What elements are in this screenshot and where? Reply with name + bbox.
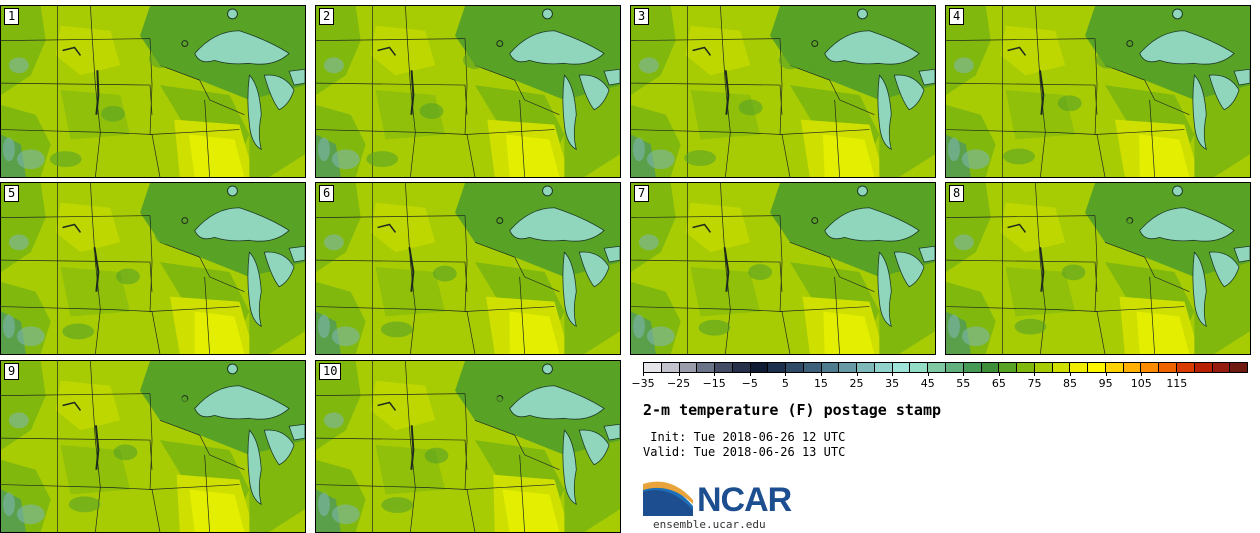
colorbar-tick-label: 55 xyxy=(956,377,971,390)
colorbar-tick-mark xyxy=(820,373,822,376)
member-number-label: 5 xyxy=(4,185,20,202)
colorbar-swatch xyxy=(1141,363,1160,372)
colorbar-tick-mark xyxy=(1141,373,1143,376)
member-number-label: 7 xyxy=(634,185,650,202)
website-label: ensemble.ucar.edu xyxy=(653,518,766,531)
colorbar-tick-mark xyxy=(1034,373,1036,376)
colorbar-swatch xyxy=(1176,363,1195,372)
ncar-logo-icon xyxy=(643,481,693,516)
postage-stamp-map: 8 xyxy=(945,182,1251,355)
colorbar-tick-mark xyxy=(892,373,894,376)
colorbar-tick-label: −5 xyxy=(741,377,758,390)
colorbar-tick-label: −15 xyxy=(702,377,726,390)
colorbar-swatch xyxy=(857,363,875,372)
colorbar-swatch xyxy=(1194,363,1213,372)
colorbar-tick-label: 35 xyxy=(885,377,900,390)
colorbar-swatch xyxy=(839,363,858,372)
colorbar-swatch xyxy=(679,363,698,372)
colorbar-swatch xyxy=(644,363,662,372)
colorbar-tick-mark xyxy=(856,373,858,376)
colorbar-swatch xyxy=(1159,363,1177,372)
member-number-label: 10 xyxy=(319,363,342,380)
colorbar-swatch xyxy=(1230,363,1248,372)
colorbar-swatch xyxy=(821,363,840,372)
postage-stamp-map: 3 xyxy=(630,5,936,178)
colorbar-swatch xyxy=(1017,363,1035,372)
colorbar-swatch xyxy=(1212,363,1231,372)
colorbar-swatch xyxy=(910,363,929,372)
ncar-logo-text: NCAR xyxy=(697,481,792,519)
colorbar-tick-label: 75 xyxy=(1027,377,1042,390)
colorbar-tick-label: 65 xyxy=(991,377,1006,390)
member-number-label: 1 xyxy=(4,8,20,25)
colorbar-swatch xyxy=(1105,363,1124,372)
postage-stamp-map: 9 xyxy=(0,360,306,533)
colorbar-swatch xyxy=(874,363,893,372)
colorbar-tick-label: 5 xyxy=(781,377,789,390)
colorbar-swatch xyxy=(963,363,982,372)
colorbar-tick-label: −25 xyxy=(666,377,691,390)
colorbar-tick-mark xyxy=(998,373,1000,376)
colorbar-tick-label: −35 xyxy=(631,377,655,390)
colorbar-swatch xyxy=(1088,363,1106,372)
colorbar-tick-label: 85 xyxy=(1063,377,1078,390)
member-number-label: 8 xyxy=(949,185,965,202)
colorbar-tick-label: 95 xyxy=(1098,377,1113,390)
colorbar-swatch xyxy=(999,363,1018,372)
colorbar-tick-mark xyxy=(963,373,965,376)
member-number-label: 6 xyxy=(319,185,335,202)
colorbar-swatch xyxy=(1123,363,1142,372)
postage-stamp-map: 7 xyxy=(630,182,936,355)
colorbar-swatch xyxy=(1034,363,1053,372)
member-number-label: 9 xyxy=(4,363,20,380)
colorbar-swatch xyxy=(715,363,733,372)
colorbar-tick-mark xyxy=(678,373,680,376)
postage-stamp-map: 1 xyxy=(0,5,306,178)
colorbar-tick-label: 45 xyxy=(920,377,935,390)
colorbar-tick-mark xyxy=(1105,373,1107,376)
postage-stamp-map: 5 xyxy=(0,182,306,355)
colorbar-swatches xyxy=(643,362,1248,373)
valid-time: Valid: Tue 2018-06-26 13 UTC xyxy=(643,445,846,459)
colorbar-swatch xyxy=(697,363,716,372)
colorbar-tick-mark xyxy=(714,373,716,376)
colorbar-swatch xyxy=(732,363,751,372)
colorbar-swatch xyxy=(892,363,911,372)
postage-stamp-map: 4 xyxy=(945,5,1251,178)
colorbar-swatch xyxy=(750,363,769,372)
colorbar-tick-label: 115 xyxy=(1166,377,1188,390)
colorbar-swatch xyxy=(1052,363,1071,372)
colorbar-swatch xyxy=(661,363,680,372)
colorbar-tick-label: 15 xyxy=(813,377,828,390)
colorbar-tick-label: 25 xyxy=(849,377,864,390)
colorbar-swatch xyxy=(1070,363,1089,372)
colorbar-swatch xyxy=(946,363,964,372)
colorbar-swatch xyxy=(768,363,787,372)
colorbar-tick-mark xyxy=(643,373,644,376)
colorbar-tick-mark xyxy=(1176,373,1178,376)
colorbar-tick-mark xyxy=(1070,373,1072,376)
colorbar-swatch xyxy=(981,363,1000,372)
postage-stamp-map: 6 xyxy=(315,182,621,355)
postage-stamp-map: 2 xyxy=(315,5,621,178)
colorbar-tick-mark xyxy=(749,373,751,376)
postage-stamp-map: 10 xyxy=(315,360,621,533)
colorbar-swatch xyxy=(786,363,804,372)
member-number-label: 2 xyxy=(319,8,335,25)
colorbar-tick-label: 105 xyxy=(1130,377,1152,390)
member-number-label: 4 xyxy=(949,8,965,25)
member-number-label: 3 xyxy=(634,8,650,25)
colorbar-tick-mark xyxy=(785,373,787,376)
temperature-colorbar: −35 −25 −15 −5 5 15 25 35 45 55 65 75 85 95 105 115 xyxy=(631,362,1248,390)
init-time: Init: Tue 2018-06-26 12 UTC xyxy=(643,430,846,444)
colorbar-swatch xyxy=(928,363,947,372)
figure-title: 2-m temperature (F) postage stamp xyxy=(643,401,942,419)
colorbar-tick-mark xyxy=(927,373,929,376)
colorbar-ticks: −35 −25 −15 −5 5 15 25 35 45 55 65 75 85 95 105 115 xyxy=(631,373,1248,390)
colorbar-swatch xyxy=(803,363,822,372)
